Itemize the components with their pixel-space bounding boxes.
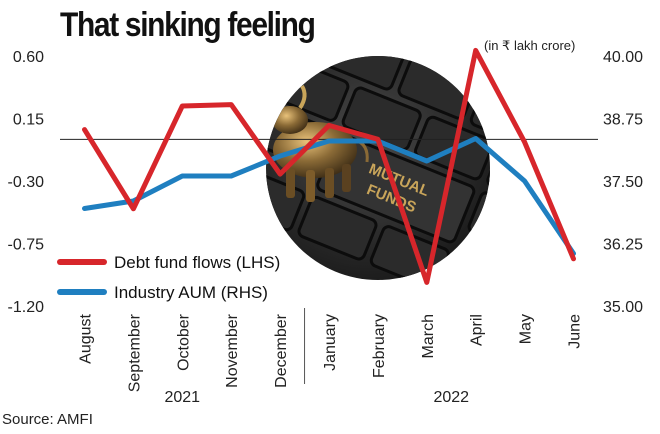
x-axis-tick-label: February [371, 314, 388, 378]
chart-title: That sinking feeling [60, 6, 316, 44]
x-axis-tick-label: September [126, 313, 143, 392]
x-axis-tick-label: November [224, 313, 241, 387]
right-axis-unit-note: (in ₹ lakh crore) [484, 38, 576, 53]
mutual-funds-photo: MUTUAL FUNDS [266, 56, 490, 280]
left-axis-tick-label: -1.20 [8, 299, 45, 316]
x-axis-tick-label: January [322, 314, 339, 371]
x-axis-tick-label: June [567, 314, 584, 349]
right-axis-tick-labels: 40.00 38.75 37.50 36.25 35.00 [603, 49, 643, 316]
industry-aum-line [82, 136, 576, 256]
left-axis-tick-label: -0.30 [8, 174, 45, 191]
right-axis-tick-label: 36.25 [603, 237, 643, 254]
x-axis-tick-label: December [273, 313, 290, 387]
x-axis-year-groups: 2021 2022 [164, 308, 469, 406]
legend: Debt fund flows (LHS) Industry AUM (RHS) [57, 253, 280, 302]
debt-fund-flows-line [82, 47, 576, 285]
x-axis-tick-label: August [77, 313, 94, 363]
right-axis-tick-label: 38.75 [603, 112, 643, 129]
right-axis-tick-label: 35.00 [603, 299, 643, 316]
x-axis-tick-label: October [175, 313, 192, 371]
right-axis-tick-label: 37.50 [603, 174, 643, 191]
year-group-label: 2021 [164, 389, 200, 406]
legend-entry: Industry AUM (RHS) [114, 283, 268, 302]
left-axis-tick-label: 0.60 [13, 49, 44, 66]
left-axis-tick-label: -0.75 [8, 237, 45, 254]
x-axis-tick-label: May [518, 314, 535, 344]
source-note: Source: AMFI [2, 411, 93, 428]
year-group-label: 2022 [433, 389, 469, 406]
left-axis-tick-label: 0.15 [13, 112, 44, 129]
right-axis-tick-label: 40.00 [603, 49, 643, 66]
x-axis-tick-labels: August September October November December Ja… [77, 313, 583, 392]
left-axis-tick-labels: 0.60 0.15 -0.30 -0.75 -1.20 [8, 49, 45, 316]
x-axis-tick-label: April [469, 314, 486, 346]
x-axis-tick-label: March [420, 314, 437, 358]
legend-entry: Debt fund flows (LHS) [114, 253, 280, 272]
series-lines [82, 47, 576, 285]
